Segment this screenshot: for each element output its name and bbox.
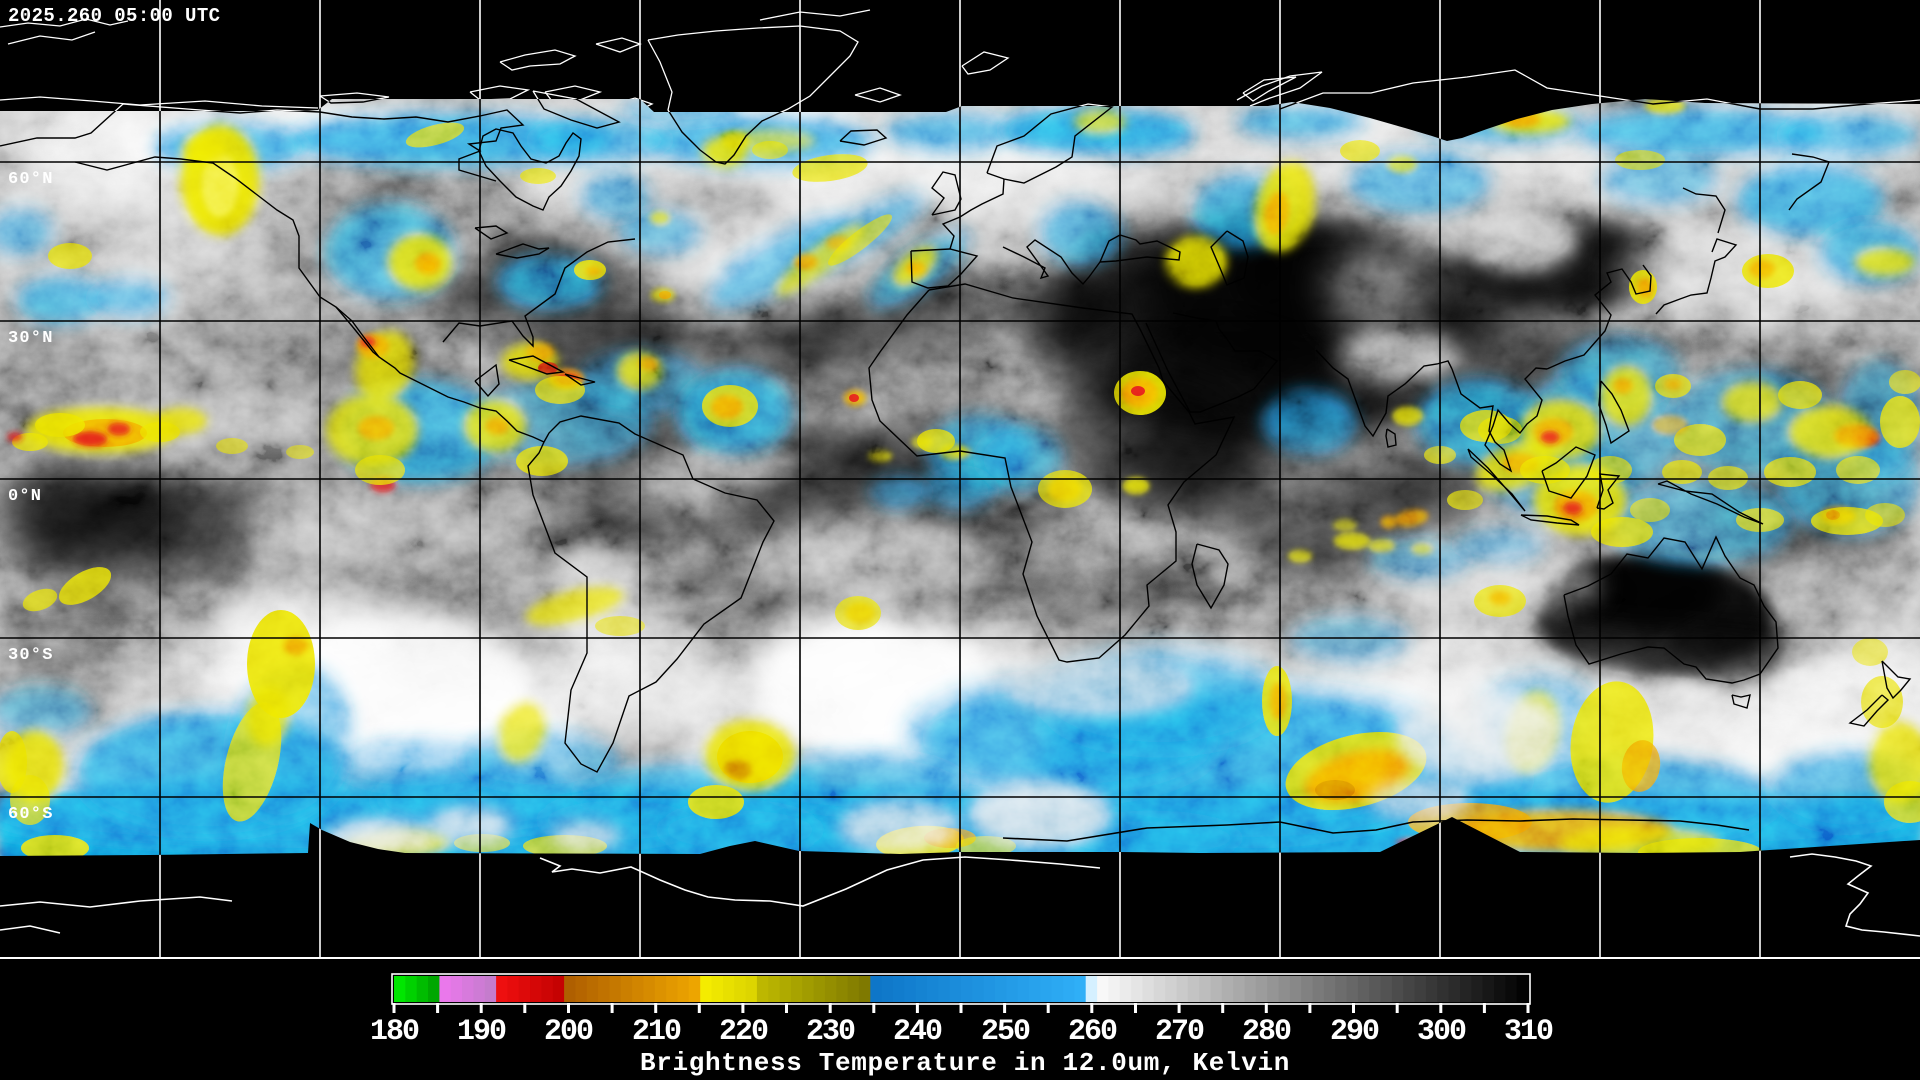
- svg-text:60°S: 60°S: [8, 805, 54, 824]
- svg-text:260: 260: [1068, 1015, 1117, 1049]
- svg-text:200: 200: [544, 1015, 593, 1049]
- svg-text:230: 230: [806, 1015, 855, 1049]
- svg-text:Brightness Temperature in 12.0: Brightness Temperature in 12.0um, Kelvin: [640, 1048, 1290, 1078]
- svg-text:2025.260 05:00 UTC: 2025.260 05:00 UTC: [8, 5, 220, 27]
- svg-text:250: 250: [981, 1015, 1030, 1049]
- svg-text:190: 190: [457, 1015, 506, 1049]
- svg-text:60°N: 60°N: [8, 170, 54, 189]
- svg-text:210: 210: [632, 1015, 681, 1049]
- svg-text:300: 300: [1417, 1015, 1466, 1049]
- svg-text:310: 310: [1504, 1015, 1553, 1049]
- svg-text:30°S: 30°S: [8, 646, 54, 665]
- svg-text:240: 240: [893, 1015, 942, 1049]
- svg-text:270: 270: [1155, 1015, 1204, 1049]
- svg-text:0°N: 0°N: [8, 487, 42, 506]
- svg-text:280: 280: [1242, 1015, 1291, 1049]
- svg-text:290: 290: [1330, 1015, 1379, 1049]
- svg-text:220: 220: [719, 1015, 768, 1049]
- svg-text:30°N: 30°N: [8, 329, 54, 348]
- svg-text:180: 180: [370, 1015, 419, 1049]
